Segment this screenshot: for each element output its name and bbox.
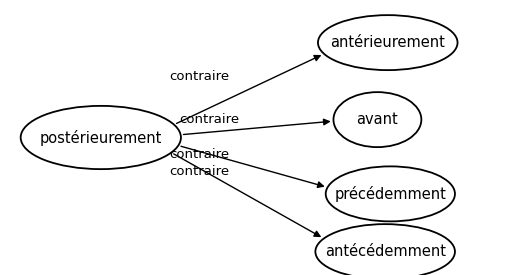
Text: postérieurement: postérieurement xyxy=(40,130,162,145)
Text: contraire: contraire xyxy=(179,113,239,126)
Text: contraire: contraire xyxy=(169,165,229,178)
Text: avant: avant xyxy=(357,112,398,127)
Text: antérieurement: antérieurement xyxy=(330,35,445,50)
Ellipse shape xyxy=(315,224,455,275)
Ellipse shape xyxy=(326,166,455,221)
Text: contraire: contraire xyxy=(169,147,229,161)
Ellipse shape xyxy=(318,15,458,70)
Text: précédemment: précédemment xyxy=(334,186,446,202)
Ellipse shape xyxy=(21,106,181,169)
Ellipse shape xyxy=(333,92,421,147)
Text: contraire: contraire xyxy=(169,70,229,84)
Text: antécédemment: antécédemment xyxy=(325,244,446,259)
